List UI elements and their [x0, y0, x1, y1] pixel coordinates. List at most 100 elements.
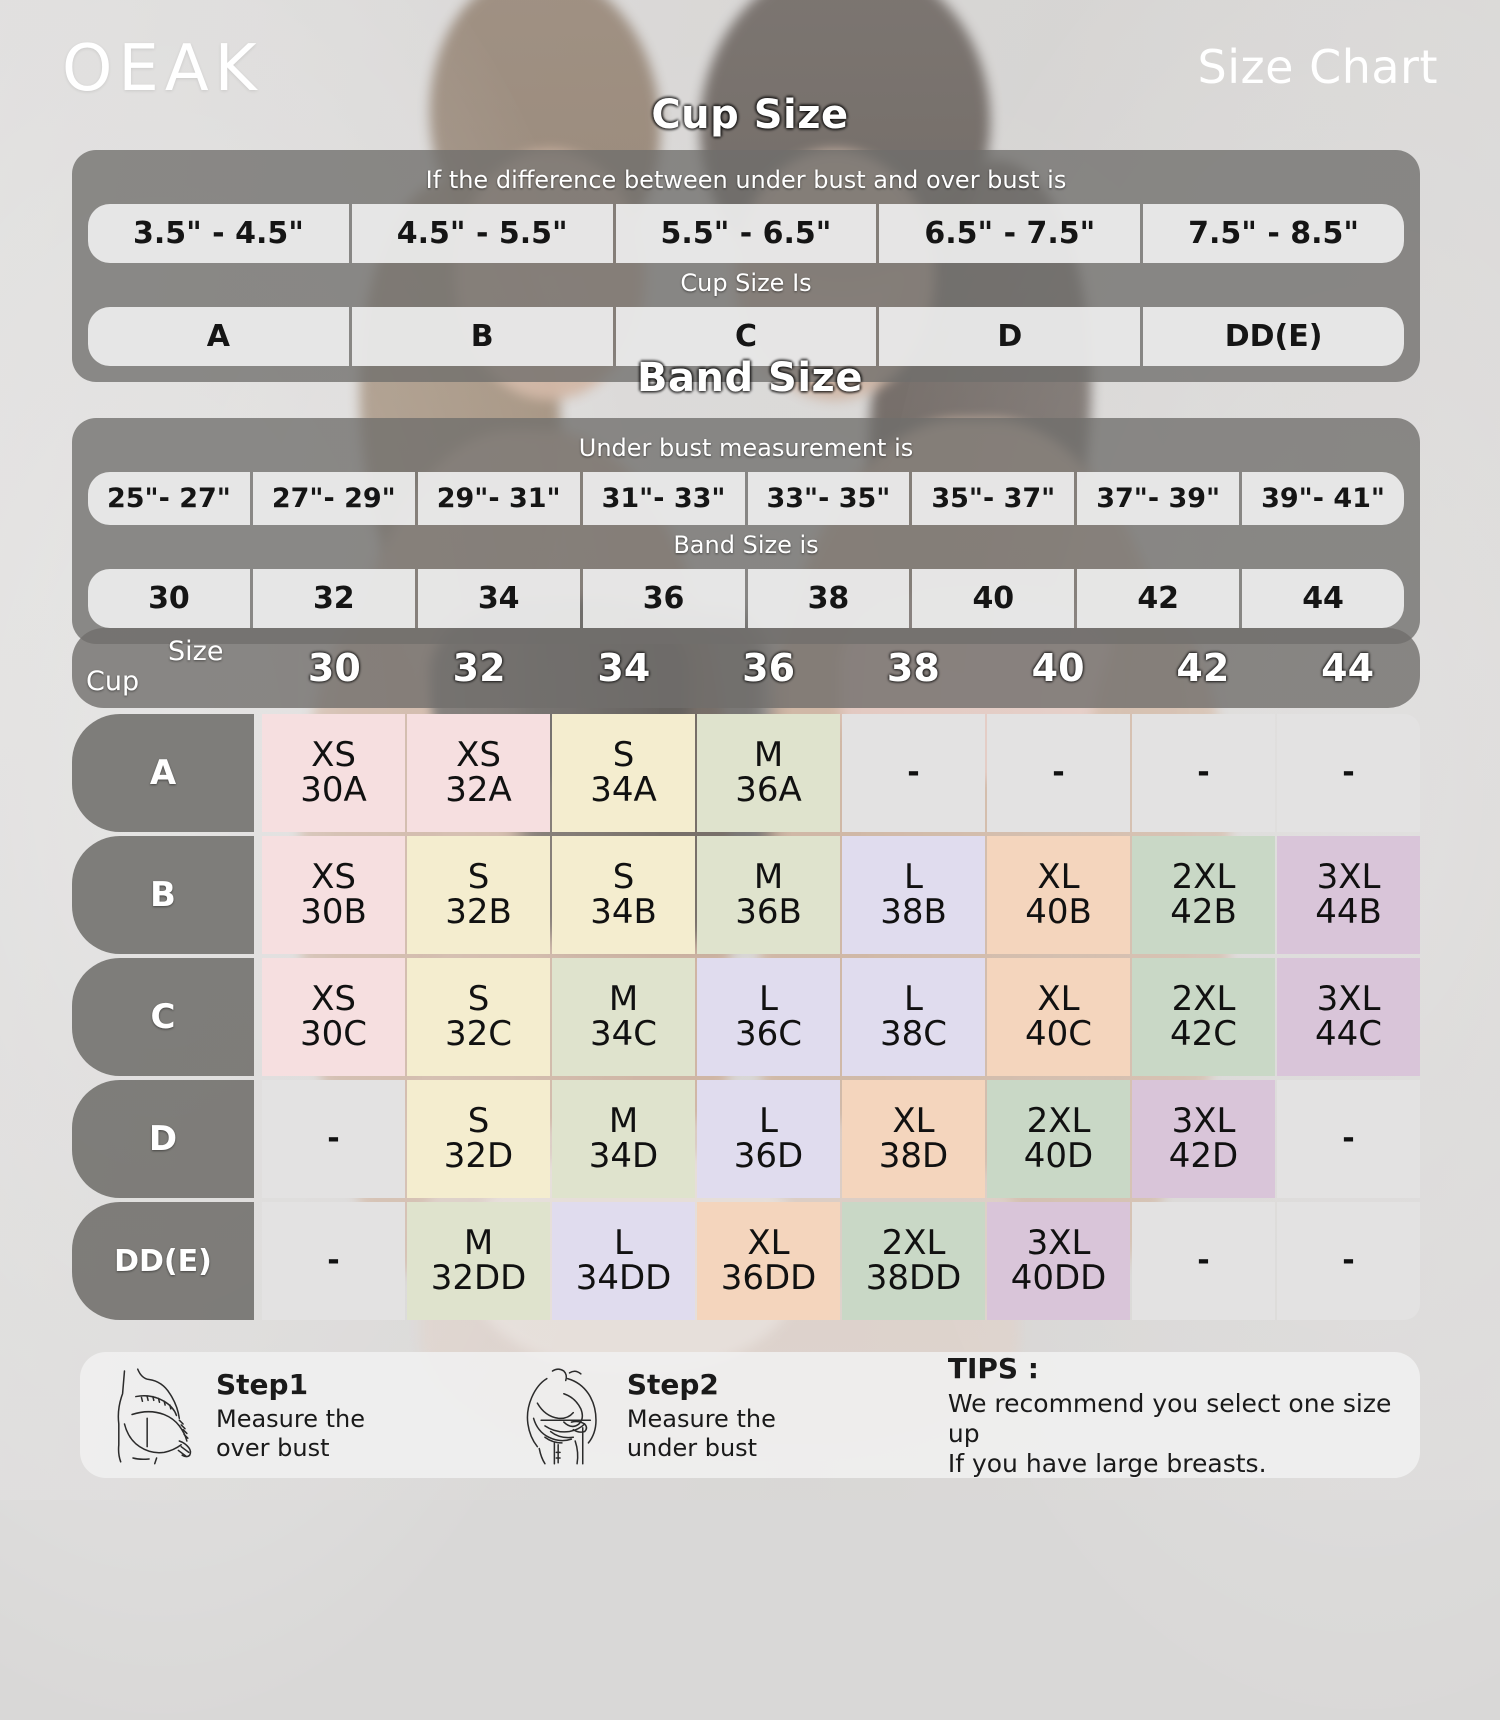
step-1-block: Step1 Measure the over bust — [80, 1365, 491, 1465]
matrix-cell-30A: XS 30A — [262, 714, 405, 832]
matrix-cell-size: 2XL — [881, 1223, 946, 1264]
matrix-cell-36C: L 36C — [697, 958, 840, 1076]
band-number-cell-4: 38 — [747, 569, 910, 628]
matrix-corner-label: Size Cup — [72, 628, 254, 708]
matrix-cup-label-C: C — [72, 958, 254, 1076]
step-1-line-1: Measure the — [216, 1405, 366, 1434]
tips-line-2: If you have large breasts. — [947, 1448, 1267, 1478]
matrix-cup-label-DD(E): DD(E) — [72, 1202, 254, 1320]
matrix-band-header-32: 32 — [452, 646, 506, 690]
matrix-cell-40B: XL 40B — [987, 836, 1130, 954]
matrix-cell-code: 32C — [444, 1014, 512, 1054]
matrix-cell-size: XS — [311, 735, 356, 776]
over-bust-measure-icon — [98, 1365, 202, 1465]
matrix-row-DD(E): DD(E) - M 32DD L 34DD XL 36DD 2XL 38DD 3XL 40DD - - — [72, 1202, 1420, 1320]
matrix-cell-38C: L 38C — [842, 958, 985, 1076]
band-range-cell-6: 37"- 39" — [1077, 472, 1240, 525]
matrix-cell-code: 34D — [588, 1136, 659, 1176]
matrix-cell-40DD: 3XL 40DD — [987, 1202, 1130, 1320]
matrix-cell-42D: 3XL 42D — [1132, 1080, 1275, 1198]
matrix-cell-size: XL — [1037, 857, 1080, 898]
tips-line-1: We recommend you select one size up — [947, 1388, 1392, 1448]
matrix-cell-size: M — [753, 735, 784, 776]
matrix-cell-32DD: M 32DD — [407, 1202, 550, 1320]
band-range-cell-0: 25"- 27" — [88, 472, 250, 525]
cup-size-panel: If the difference between under bust and… — [72, 150, 1420, 382]
band-number-cell-3: 36 — [582, 569, 745, 628]
matrix-cell-code: 42D — [1168, 1136, 1239, 1176]
matrix-cell-code: 32B — [445, 892, 512, 932]
matrix-band-header-40: 40 — [1031, 646, 1085, 690]
matrix-band-header-34: 34 — [597, 646, 651, 690]
matrix-cell-size: S — [467, 857, 490, 898]
matrix-corner-cup-label: Cup — [86, 666, 140, 697]
matrix-corner-size-label: Size — [168, 636, 224, 667]
matrix-cell-code: 30B — [300, 892, 367, 932]
matrix-cell-size: XL — [1037, 979, 1080, 1020]
tips-title: TIPS : — [947, 1351, 1039, 1385]
matrix-row-cells: - S 32D M 34D L 36D XL 38D 2XL 40D 3XL 42D - — [254, 1080, 1420, 1198]
matrix-cell-size: M — [608, 979, 639, 1020]
cup-size-letter-row: A B C D DD(E) — [88, 307, 1404, 366]
step-2-block: Step2 Measure the under bust — [491, 1365, 892, 1465]
step-1-line-2: over bust — [216, 1433, 330, 1462]
matrix-band-headers: 30 32 34 36 38 40 42 44 — [254, 628, 1420, 708]
matrix-cell-size: S — [467, 979, 490, 1020]
matrix-cell-code: 42B — [1170, 892, 1237, 932]
matrix-cell-code: 40DD — [1010, 1258, 1107, 1298]
band-number-cell-0: 30 — [88, 569, 250, 628]
band-range-cell-4: 33"- 35" — [747, 472, 910, 525]
matrix-cell-34A: S 34A — [552, 714, 695, 832]
band-range-cell-7: 39"- 41" — [1242, 472, 1404, 525]
size-matrix-header-row: Size Cup 30 32 34 36 38 40 42 44 — [72, 628, 1420, 708]
matrix-cell-size: 2XL — [1171, 979, 1236, 1020]
under-bust-measure-icon — [509, 1365, 613, 1465]
matrix-cell-38DD: 2XL 38DD — [842, 1202, 985, 1320]
matrix-cell-size: M — [608, 1101, 639, 1142]
cup-size-caption-top: If the difference between under bust and… — [425, 166, 1067, 194]
matrix-cell-code: 34C — [589, 1014, 657, 1054]
matrix-cell-code: 38C — [879, 1014, 947, 1054]
band-size-number-row: 30 32 34 36 38 40 42 44 — [88, 569, 1404, 628]
matrix-cell-34DD: L 34DD — [552, 1202, 695, 1320]
matrix-cell-size: 2XL — [1171, 857, 1236, 898]
matrix-cell-code: 40C — [1024, 1014, 1092, 1054]
cup-letter-cell-2: C — [615, 307, 877, 366]
matrix-cell-44C: 3XL 44C — [1277, 958, 1420, 1076]
matrix-cell-30C: XS 30C — [262, 958, 405, 1076]
matrix-band-header-44: 44 — [1321, 646, 1375, 690]
matrix-cell-size: XL — [747, 1223, 790, 1264]
step-2-text: Step2 Measure the under bust — [627, 1368, 776, 1462]
matrix-row-C: C XS 30C S 32C M 34C L 36C L 38C XL 40C 2XL 42C 3XL 44C — [72, 958, 1420, 1076]
matrix-cell-36B: M 36B — [697, 836, 840, 954]
cup-letter-cell-3: D — [879, 307, 1141, 366]
band-size-range-row: 25"- 27" 27"- 29" 29"- 31" 31"- 33" 33"- 35"… — [88, 472, 1404, 525]
matrix-cell-30-DD(E)-empty: - — [262, 1202, 405, 1320]
band-range-cell-3: 31"- 33" — [582, 472, 745, 525]
matrix-cell-code: 34A — [590, 770, 657, 810]
band-number-cell-2: 34 — [417, 569, 580, 628]
matrix-cell-30B: XS 30B — [262, 836, 405, 954]
matrix-cell-34C: M 34C — [552, 958, 695, 1076]
matrix-cup-label-A: A — [72, 714, 254, 832]
band-number-cell-5: 40 — [912, 569, 1075, 628]
matrix-cell-code: 36A — [735, 770, 802, 810]
matrix-cell-size: L — [904, 857, 923, 898]
cup-size-caption-mid: Cup Size Is — [680, 269, 812, 297]
matrix-cell-code: 34B — [590, 892, 657, 932]
matrix-row-D: D - S 32D M 34D L 36D XL 38D 2XL 40D 3XL 42D - — [72, 1080, 1420, 1198]
matrix-band-header-42: 42 — [1176, 646, 1230, 690]
matrix-row-B: B XS 30B S 32B S 34B M 36B L 38B XL 40B 2XL 42B 3XL 44B — [72, 836, 1420, 954]
matrix-cell-38D: XL 38D — [842, 1080, 985, 1198]
matrix-cell-code: 44C — [1314, 1014, 1382, 1054]
matrix-cell-36D: L 36D — [697, 1080, 840, 1198]
matrix-cell-size: M — [753, 857, 784, 898]
band-size-caption-mid: Band Size is — [673, 531, 819, 559]
cup-letter-cell-1: B — [351, 307, 613, 366]
measurement-guide-footer: Step1 Measure the over bust — [80, 1352, 1420, 1478]
matrix-cell-code: 40D — [1023, 1136, 1094, 1176]
matrix-cell-34B: S 34B — [552, 836, 695, 954]
matrix-cell-32C: S 32C — [407, 958, 550, 1076]
cup-range-cell-1: 4.5" - 5.5" — [351, 204, 613, 263]
band-number-cell-1: 32 — [252, 569, 415, 628]
